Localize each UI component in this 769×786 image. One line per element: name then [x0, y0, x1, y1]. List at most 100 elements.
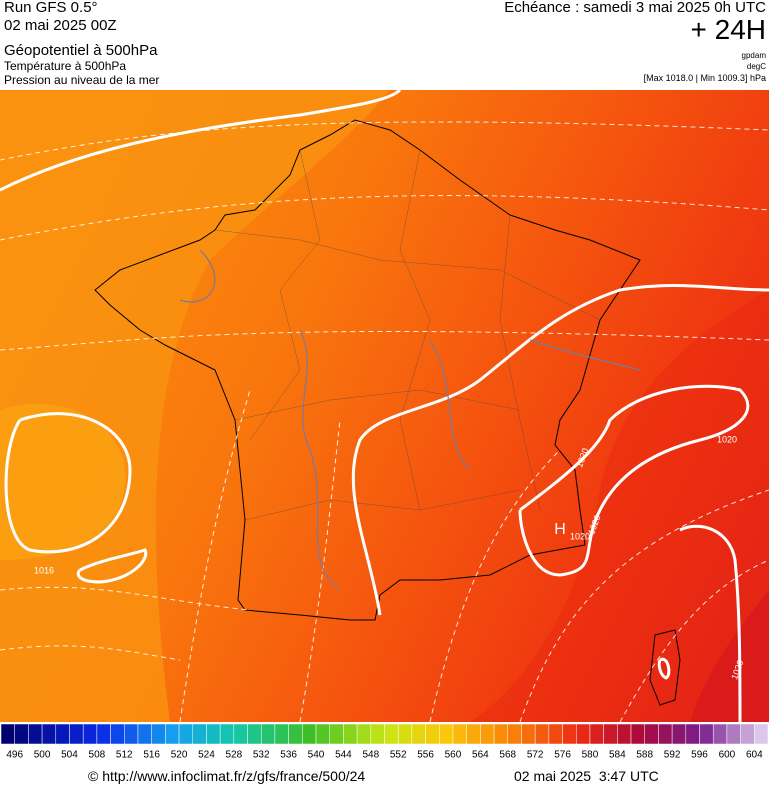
- scale-label: 516: [143, 750, 160, 761]
- scale-label: 564: [472, 750, 489, 761]
- color-swatch: [206, 723, 221, 745]
- color-swatch: [576, 723, 591, 745]
- unit: gpdam: [741, 51, 766, 60]
- scale-label: 540: [308, 750, 325, 761]
- color-swatch: [302, 723, 317, 745]
- color-swatch: [617, 723, 632, 745]
- scale-label: 580: [582, 750, 599, 761]
- color-swatch: [110, 723, 125, 745]
- scale-label: 512: [116, 750, 133, 761]
- color-swatch: [137, 723, 152, 745]
- scale-label: 596: [691, 750, 708, 761]
- color-swatch: [343, 723, 358, 745]
- scale-label: 524: [198, 750, 215, 761]
- color-swatch: [233, 723, 248, 745]
- scale-label: 592: [664, 750, 681, 761]
- map-label: 1016: [34, 565, 54, 575]
- color-swatch: [466, 723, 481, 745]
- scale-label: 604: [746, 750, 763, 761]
- color-swatch: [274, 723, 289, 745]
- regions: [214, 149, 601, 521]
- scale-label: 508: [89, 750, 106, 761]
- scale-label: 536: [280, 750, 297, 761]
- pressure-range: [Max 1018.0 | Min 1009.3] hPa: [643, 73, 766, 83]
- run: Run GFS 0.5°: [4, 0, 98, 16]
- color-swatch: [712, 723, 728, 745]
- scale-label: 552: [390, 750, 407, 761]
- scale-label: 532: [253, 750, 270, 761]
- color-swatch: [69, 723, 84, 745]
- color-swatch: [740, 723, 755, 745]
- color-swatch: [41, 723, 57, 745]
- color-swatch: [384, 723, 399, 745]
- forecast: Echéance : samedi 3 mai 2025 0h UTC: [504, 0, 766, 16]
- color-swatch: [548, 723, 563, 745]
- field-zone: [690, 590, 769, 722]
- color-swatch: [28, 723, 43, 745]
- isobars: [0, 90, 769, 722]
- color-swatch: [671, 723, 687, 745]
- color-swatch: [178, 723, 194, 745]
- color-swatch: [82, 723, 98, 745]
- coastline: [94, 119, 681, 706]
- color-swatch: [397, 723, 413, 745]
- subtitle: Pression au niveau de la mer: [4, 73, 160, 87]
- color-swatch: [14, 723, 29, 745]
- color-swatch: [726, 723, 741, 745]
- color-swatch: [685, 723, 700, 745]
- color-swatch: [658, 723, 673, 745]
- color-swatch: [562, 723, 577, 745]
- lead-time: + 24H: [690, 14, 767, 45]
- color-swatch: [439, 723, 454, 745]
- color-swatch: [507, 723, 522, 745]
- scale-label: 504: [61, 750, 78, 761]
- color-swatch: [630, 723, 645, 745]
- color-swatch: [219, 723, 235, 745]
- scale-label: 572: [527, 750, 544, 761]
- run-date: 02 mai 2025 00Z: [4, 17, 117, 34]
- map-label: 1020: [570, 531, 590, 541]
- scale-label: 544: [335, 750, 352, 761]
- subtitle: Température à 500hPa: [4, 59, 127, 73]
- scale-label: 496: [6, 750, 23, 761]
- color-swatch: [151, 723, 166, 745]
- color-swatch: [493, 723, 509, 745]
- geopotential: [179, 249, 641, 591]
- scale-label: 568: [499, 750, 516, 761]
- scale-label: 584: [609, 750, 626, 761]
- scale-label: 560: [445, 750, 462, 761]
- color-swatch: [480, 723, 495, 745]
- color-swatch: [260, 723, 276, 745]
- color-swatch: [0, 723, 15, 745]
- isotherms: [0, 121, 769, 722]
- color-swatch: [370, 723, 385, 745]
- color-swatch: [288, 723, 303, 745]
- map-label: 1020: [717, 434, 737, 444]
- scale-label: 500: [34, 750, 51, 761]
- scale-label: 520: [171, 750, 188, 761]
- color-swatch: [603, 723, 618, 745]
- color-swatch: [644, 723, 659, 745]
- scale-label: 548: [362, 750, 379, 761]
- color-swatch: [124, 723, 139, 745]
- scale-label: 576: [554, 750, 571, 761]
- color-swatch: [329, 723, 344, 745]
- source-url: © http://www.infoclimat.fr/z/gfs/france/…: [88, 768, 366, 784]
- scale-label: 600: [719, 750, 736, 761]
- color-swatch: [521, 723, 536, 745]
- scale-label: 588: [636, 750, 653, 761]
- field-zone: [0, 403, 126, 560]
- timestamp: 02 mai 2025 3:47 UTC: [514, 768, 659, 784]
- color-swatch: [425, 723, 440, 745]
- scale-label: 556: [417, 750, 434, 761]
- color-swatch: [411, 723, 426, 745]
- title: Géopotentiel à 500hPa: [4, 42, 158, 59]
- color-swatch: [534, 723, 550, 745]
- color-swatch: [55, 723, 70, 745]
- color-swatch: [96, 723, 111, 745]
- color-swatch: [699, 723, 714, 745]
- color-swatch: [356, 723, 372, 745]
- color-swatch: [315, 723, 330, 745]
